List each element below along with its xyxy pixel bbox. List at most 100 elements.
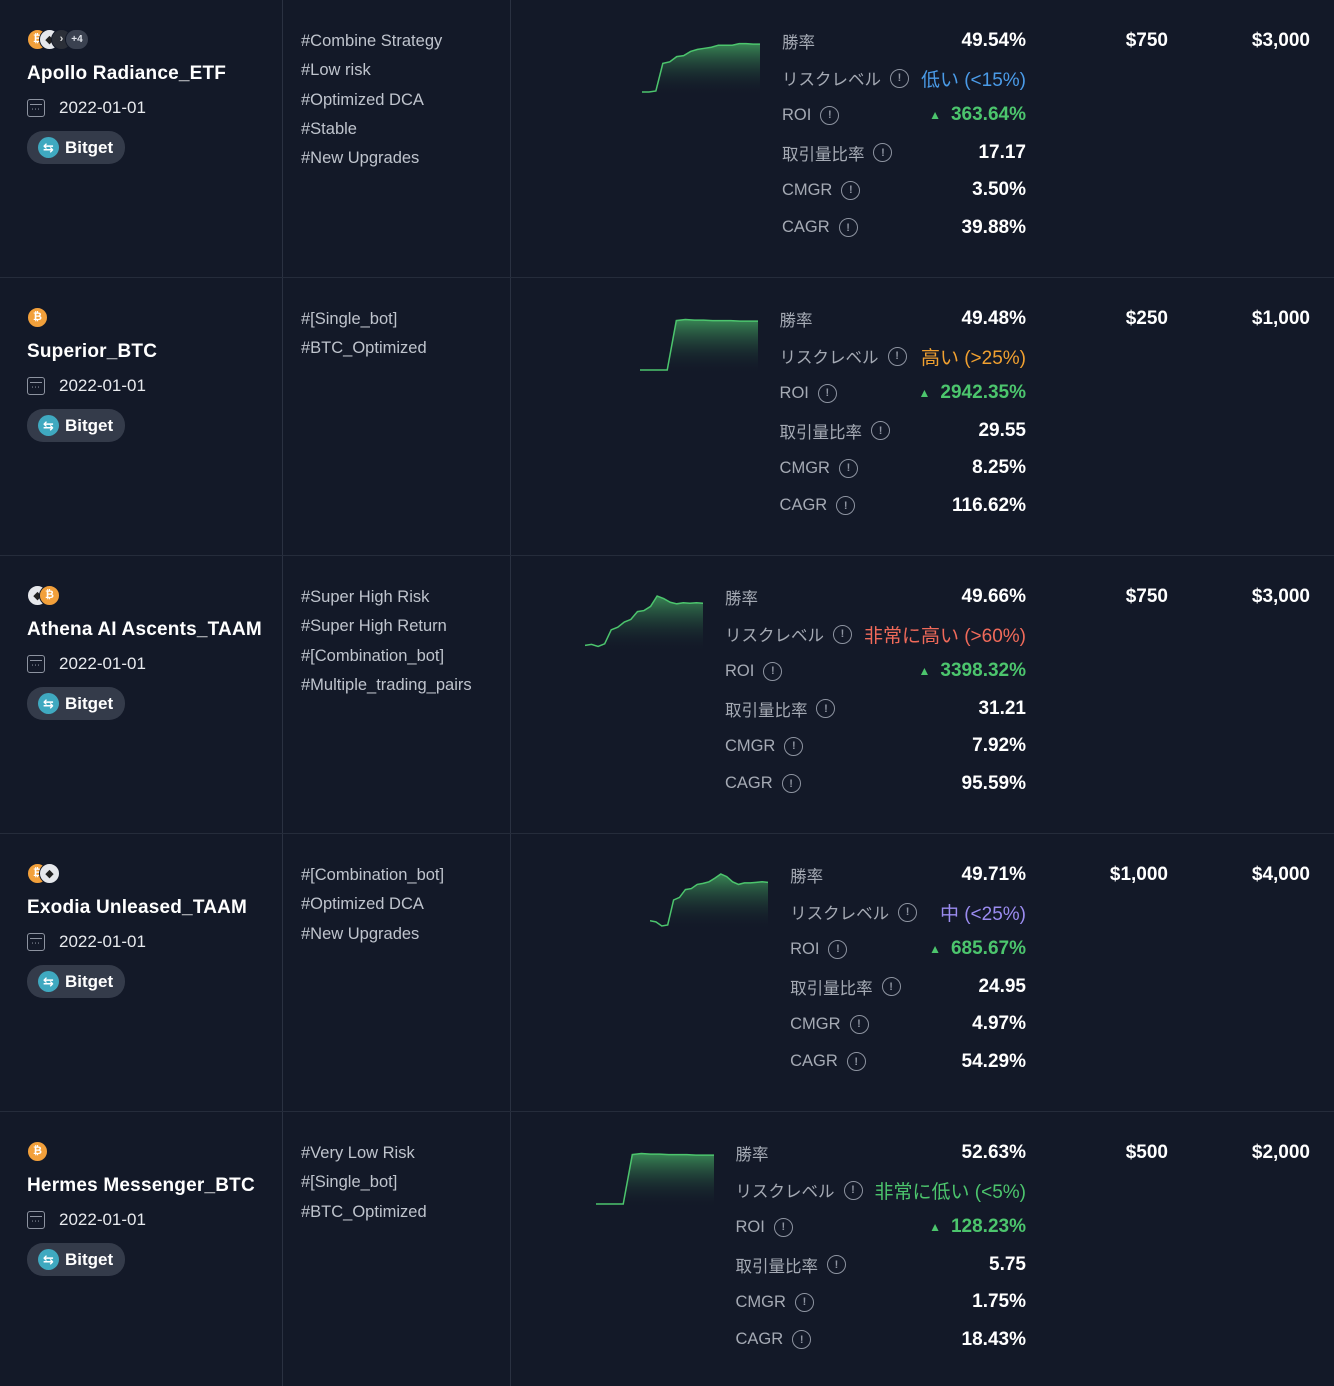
price: $3,000 xyxy=(1251,30,1310,51)
label-text: CAGR xyxy=(735,1330,784,1349)
risk-level-label: リスクレベル! xyxy=(782,59,909,96)
bot-name[interactable]: Exodia Unleased_TAAM xyxy=(27,897,248,918)
label-text: リスクレベル xyxy=(779,349,879,368)
exchange-badge: ⇆ Bitget xyxy=(27,409,126,442)
tag[interactable]: #Super High Risk xyxy=(301,588,430,606)
bitget-logo-icon: ⇆ xyxy=(38,971,59,992)
date-text: 2022-01-01 xyxy=(59,932,146,951)
tag[interactable]: #[Single_bot] xyxy=(301,1173,398,1192)
tag[interactable]: #New Upgrades xyxy=(301,149,420,168)
info-icon[interactable]: ! xyxy=(832,624,852,644)
risk-level-label: リスクレベル! xyxy=(790,893,918,930)
label-text: CAGR xyxy=(779,496,828,515)
price: $2,000 xyxy=(1251,1142,1310,1163)
sparkline-line xyxy=(595,1152,714,1205)
stats-table: 勝率 52.63% リスクレベル! 非常に低い (<5%) ROI! ▲ 128.… xyxy=(736,1134,1027,1358)
tag[interactable]: #New Upgrades xyxy=(301,924,420,943)
bot-info: ₿ Hermes Messenger_BTC 2022-01-01 ⇆ Bitge… xyxy=(0,1112,283,1386)
coin-icons: ₿ xyxy=(27,306,282,328)
sparkline-area xyxy=(584,596,703,652)
tag[interactable]: #[Single_bot] xyxy=(301,310,398,328)
tag[interactable]: #Low risk xyxy=(301,61,371,80)
tag[interactable]: #Combine Strategy xyxy=(301,32,443,50)
info-icon[interactable]: ! xyxy=(889,68,909,88)
sparkline-line xyxy=(641,42,760,93)
info-icon[interactable]: ! xyxy=(827,1255,846,1275)
bot-info: ₿◆›+4 Apollo Radiance_ETF 2022-01-01 ⇆ Bi… xyxy=(0,0,283,277)
info-icon[interactable]: ! xyxy=(846,1052,866,1072)
bot-info: ₿◆ Exodia Unleased_TAAM 2022-01-01 ⇆ Bitg… xyxy=(0,834,283,1111)
info-icon[interactable]: ! xyxy=(828,939,848,959)
sparkline-area xyxy=(595,1153,714,1208)
cmgr-label: CMGR! xyxy=(725,728,852,765)
info-icon[interactable]: ! xyxy=(849,1014,869,1034)
date-text: 2022-01-01 xyxy=(59,654,146,673)
info-icon[interactable]: ! xyxy=(843,1180,863,1200)
tag[interactable]: #Multiple_trading_pairs xyxy=(301,675,472,694)
info-icon[interactable]: ! xyxy=(836,496,856,516)
min-investment: $750 xyxy=(1125,30,1168,51)
info-icon[interactable]: ! xyxy=(841,180,861,200)
tag[interactable]: #BTC_Optimized xyxy=(301,1202,427,1221)
info-icon[interactable]: ! xyxy=(881,977,901,997)
tag[interactable]: #BTC_Optimized xyxy=(301,339,427,358)
info-icon[interactable]: ! xyxy=(792,1330,812,1350)
bot-row[interactable]: ₿ Hermes Messenger_BTC 2022-01-01 ⇆ Bitge… xyxy=(0,1112,1334,1386)
label-text: リスクレベル xyxy=(724,627,824,646)
label-text: CAGR xyxy=(781,218,830,237)
performance-sparkline xyxy=(584,595,703,652)
tag[interactable]: #Optimized DCA xyxy=(301,895,424,914)
bot-row[interactable]: ₿◆ Exodia Unleased_TAAM 2022-01-01 ⇆ Bitg… xyxy=(0,834,1334,1112)
volume-ratio-label: 取引量比率! xyxy=(736,1246,863,1283)
roi-value: ▲ 128.23% xyxy=(929,1216,1026,1238)
sparkline-line xyxy=(650,873,769,927)
tag[interactable]: #Very Low Risk xyxy=(301,1144,415,1162)
exchange-badge: ⇆ Bitget xyxy=(27,131,126,164)
bot-row[interactable]: ₿◆›+4 Apollo Radiance_ETF 2022-01-01 ⇆ Bi… xyxy=(0,0,1334,278)
tag[interactable]: #[Combination_bot] xyxy=(301,646,445,665)
info-icon[interactable]: ! xyxy=(816,699,836,719)
tag[interactable]: #Optimized DCA xyxy=(301,90,424,109)
bot-name[interactable]: Hermes Messenger_BTC xyxy=(27,1175,255,1196)
calendar-icon xyxy=(27,933,45,951)
win-rate-label: 勝率 xyxy=(736,1134,863,1171)
sparkline-area xyxy=(650,874,769,930)
win-rate-value: 49.71% xyxy=(961,863,1026,885)
bot-name[interactable]: Athena AI Ascents_TAAM xyxy=(27,619,262,640)
info-icon[interactable]: ! xyxy=(763,661,783,681)
cagr-value: 39.88% xyxy=(961,216,1026,238)
sparkline-area xyxy=(641,43,760,96)
info-icon[interactable]: ! xyxy=(794,1292,814,1312)
info-icon[interactable]: ! xyxy=(781,774,801,794)
exchange-name: Bitget xyxy=(65,971,114,991)
roi-label: ROI! xyxy=(736,1209,863,1246)
info-icon[interactable]: ! xyxy=(820,105,840,125)
info-icon[interactable]: ! xyxy=(838,218,858,238)
info-icon[interactable]: ! xyxy=(784,736,804,756)
info-icon[interactable]: ! xyxy=(898,902,918,922)
win-rate-label: 勝率 xyxy=(780,300,907,337)
coin-icons: ◆ ₿ xyxy=(27,584,282,606)
info-icon[interactable]: ! xyxy=(871,421,891,441)
volume-ratio-value: 17.17 xyxy=(978,141,1026,163)
info-icon[interactable]: ! xyxy=(773,1217,793,1237)
info-icon[interactable]: ! xyxy=(838,458,858,478)
info-icon[interactable]: ! xyxy=(873,143,893,163)
info-icon[interactable]: ! xyxy=(887,346,907,366)
bot-row[interactable]: ₿ Superior_BTC 2022-01-01 ⇆ Bitget #[Sing… xyxy=(0,278,1334,556)
calendar-icon xyxy=(27,1211,45,1229)
info-icon[interactable]: ! xyxy=(817,383,837,403)
tag[interactable]: #Stable xyxy=(301,119,357,138)
cagr-label: CAGR! xyxy=(790,1043,917,1080)
cagr-value: 54.29% xyxy=(961,1050,1026,1072)
bot-name[interactable]: Apollo Radiance_ETF xyxy=(27,63,227,84)
exchange-name: Bitget xyxy=(65,415,114,435)
price: $3,000 xyxy=(1251,586,1310,607)
cmgr-value: 7.92% xyxy=(972,735,1026,757)
bot-name[interactable]: Superior_BTC xyxy=(27,341,158,362)
bot-row[interactable]: ◆₿ Athena AI Ascents_TAAM 2022-01-01 ⇆ Bi… xyxy=(0,556,1334,834)
tag[interactable]: #[Combination_bot] xyxy=(301,866,445,884)
cagr-label: CAGR! xyxy=(725,765,852,802)
tag[interactable]: #Super High Return xyxy=(301,617,447,636)
